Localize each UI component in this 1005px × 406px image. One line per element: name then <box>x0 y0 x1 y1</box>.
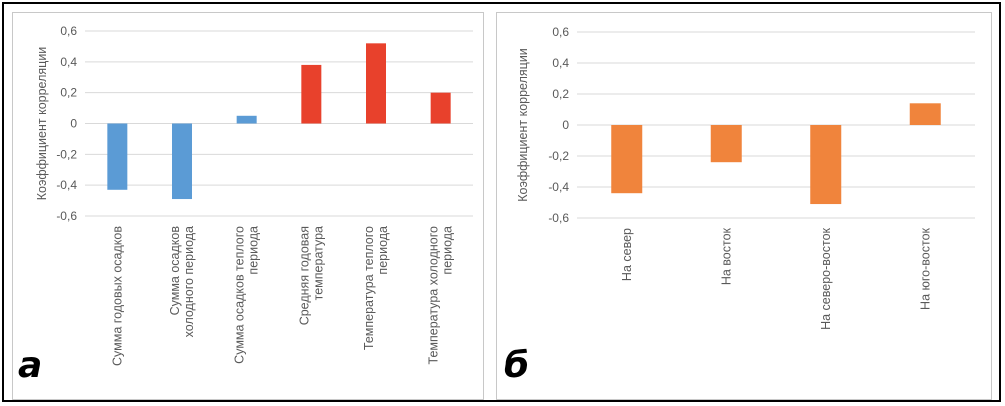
chart-a-x-tick-label: Средняя годоваятемпература <box>297 226 325 325</box>
chart-a-x-tick-label: Температура теплогопериода <box>362 226 390 350</box>
chart-a-bar <box>301 64 322 124</box>
chart-b-x-tick-label-line: На восток <box>719 227 733 285</box>
chart-a-y-tick-label: 0,2 <box>60 86 77 100</box>
chart-b-y-tick-label: -0,6 <box>548 211 569 225</box>
chart-b-y-tick-label: 0,6 <box>552 25 569 39</box>
chart-a-x-tick-label-line: холодного периода <box>182 226 196 337</box>
chart-a-x-tick-label-line: Средняя годовая <box>297 226 311 325</box>
chart-a-bar <box>236 115 257 124</box>
chart-a-y-tick-label: 0,4 <box>60 55 77 69</box>
chart-a-y-tick-label: -0,2 <box>56 147 77 161</box>
panel-label-b: б <box>504 345 530 386</box>
chart-b-bar <box>810 125 842 205</box>
chart-b-bar <box>611 125 643 194</box>
chart-a-bar <box>430 92 451 124</box>
chart-b-x-tick-label-line: На юго-восток <box>918 227 932 309</box>
chart-b-y-tick-label: 0,4 <box>552 56 569 70</box>
chart-a-x-tick-label-line: Сумма осадков <box>168 226 182 316</box>
chart-b-x-tick-label: На юго-восток <box>918 227 932 309</box>
chart-a-x-tick-label-line: Температура теплого <box>362 226 376 350</box>
chart-a-x-tick-label-line: Сумма осадков теплого <box>233 226 247 364</box>
chart-a-y-tick-label: 0,6 <box>60 24 77 38</box>
chart-b-y-tick-label: 0 <box>562 118 569 132</box>
chart-a-x-tick-label: Сумма осадковхолодного периода <box>168 226 196 338</box>
chart-a-y-axis-label: Коэффициент корреляции <box>35 47 49 201</box>
chart-b-x-tick-label-line: На север <box>620 228 634 281</box>
chart-b-bar <box>710 125 742 163</box>
chart-a-svg: 0,6 0,4 0,2 0 -0,2 -0,4 -0,6 Коэффициент коррел… <box>35 24 473 366</box>
chart-b-y-tick-label: -0,4 <box>548 180 569 194</box>
chart-b-bar <box>909 103 941 125</box>
chart-a-x-tick-label-line: периода <box>441 226 455 275</box>
chart-panel-a: 0,6 0,4 0,2 0 -0,2 -0,4 -0,6 Коэффициент коррел… <box>12 12 484 400</box>
chart-a-bar <box>107 123 128 190</box>
chart-a-x-tick-label: Температура холодногопериода <box>427 226 455 365</box>
chart-b-x-tick-label: На восток <box>719 227 733 285</box>
chart-a-x-tick-label-line: периода <box>247 226 261 275</box>
chart-a-y-tick-label: -0,4 <box>56 178 77 192</box>
chart-b-y-tick-label: 0,2 <box>552 87 569 101</box>
chart-b-x-tick-label: На северо-восток <box>819 227 833 329</box>
chart-a-y-tick-label: -0,6 <box>56 209 77 223</box>
chart-b-x-tick-label: На север <box>620 228 634 281</box>
chart-b-x-tick-label-line: На северо-восток <box>819 227 833 329</box>
chart-a-bar <box>172 123 192 200</box>
chart-a-x-tick-label: Сумма осадков теплогопериода <box>233 226 261 364</box>
chart-a-x-tick-label-line: Сумма годовых осадков <box>110 226 124 366</box>
chart-a-x-tick-label-line: Температура холодного <box>427 226 441 365</box>
panel-label-a: а <box>18 345 43 386</box>
chart-a-y-tick-label: 0 <box>70 117 77 131</box>
chart-a-x-tick-label-line: температура <box>311 226 325 300</box>
chart-a-x-tick-label: Сумма годовых осадков <box>110 226 124 366</box>
chart-a-x-tick-label-line: периода <box>376 226 390 275</box>
chart-a-bar <box>366 43 386 124</box>
chart-b-svg: 0,6 0,4 0,2 0 -0,2 -0,4 -0,6 Коэффициент коррел… <box>516 25 975 330</box>
figure-frame: 0,6 0,4 0,2 0 -0,2 -0,4 -0,6 Коэффициент коррел… <box>2 2 1001 402</box>
chart-b-y-axis-label: Коэффициент корреляции <box>516 48 530 202</box>
chart-b-y-tick-label: -0,2 <box>548 149 569 163</box>
chart-panel-b: 0,6 0,4 0,2 0 -0,2 -0,4 -0,6 Коэффициент коррел… <box>496 12 992 400</box>
